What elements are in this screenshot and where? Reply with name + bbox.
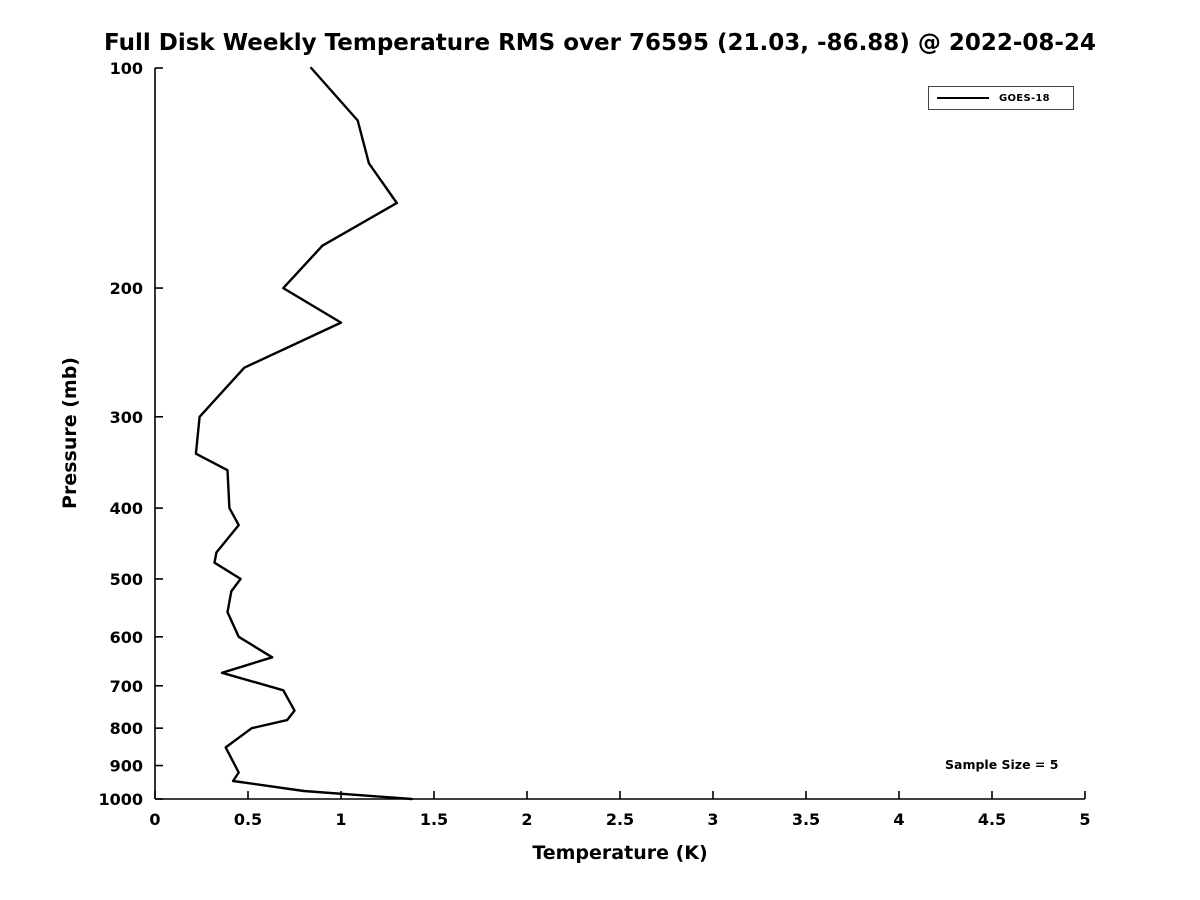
- y-tick-label: 1000: [98, 790, 143, 809]
- x-tick-label: 1: [335, 810, 346, 829]
- x-tick-label: 3: [707, 810, 718, 829]
- x-tick-label: 5: [1079, 810, 1090, 829]
- goes-18-rms-line: [194, 66, 413, 801]
- x-tick-label: 0.5: [234, 810, 262, 829]
- x-tick-label: 4.5: [978, 810, 1006, 829]
- x-tick-label: 0: [149, 810, 160, 829]
- y-tick-label: 900: [110, 757, 143, 776]
- x-tick-label: 2.5: [606, 810, 634, 829]
- x-tick-label: 2: [521, 810, 532, 829]
- x-axis-label: Temperature (K): [532, 842, 708, 864]
- y-tick-label: 100: [110, 59, 143, 78]
- y-tick-label: 800: [110, 719, 143, 738]
- x-tick-label: 4: [893, 810, 904, 829]
- x-tick-label: 3.5: [792, 810, 820, 829]
- x-tick-label: 1.5: [420, 810, 448, 829]
- legend: GOES-18: [928, 86, 1074, 110]
- y-tick-label: 500: [110, 570, 143, 589]
- y-tick-label: 400: [110, 499, 143, 518]
- y-tick-label: 300: [110, 408, 143, 427]
- y-tick-label: 200: [110, 279, 143, 298]
- sample-size-annotation: Sample Size = 5: [945, 757, 1059, 772]
- legend-line-sample-icon: [937, 97, 989, 99]
- y-tick-label: 600: [110, 628, 143, 647]
- chart-title: Full Disk Weekly Temperature RMS over 76…: [104, 30, 1096, 56]
- legend-label: GOES-18: [999, 92, 1050, 104]
- y-tick-label: 700: [110, 677, 143, 696]
